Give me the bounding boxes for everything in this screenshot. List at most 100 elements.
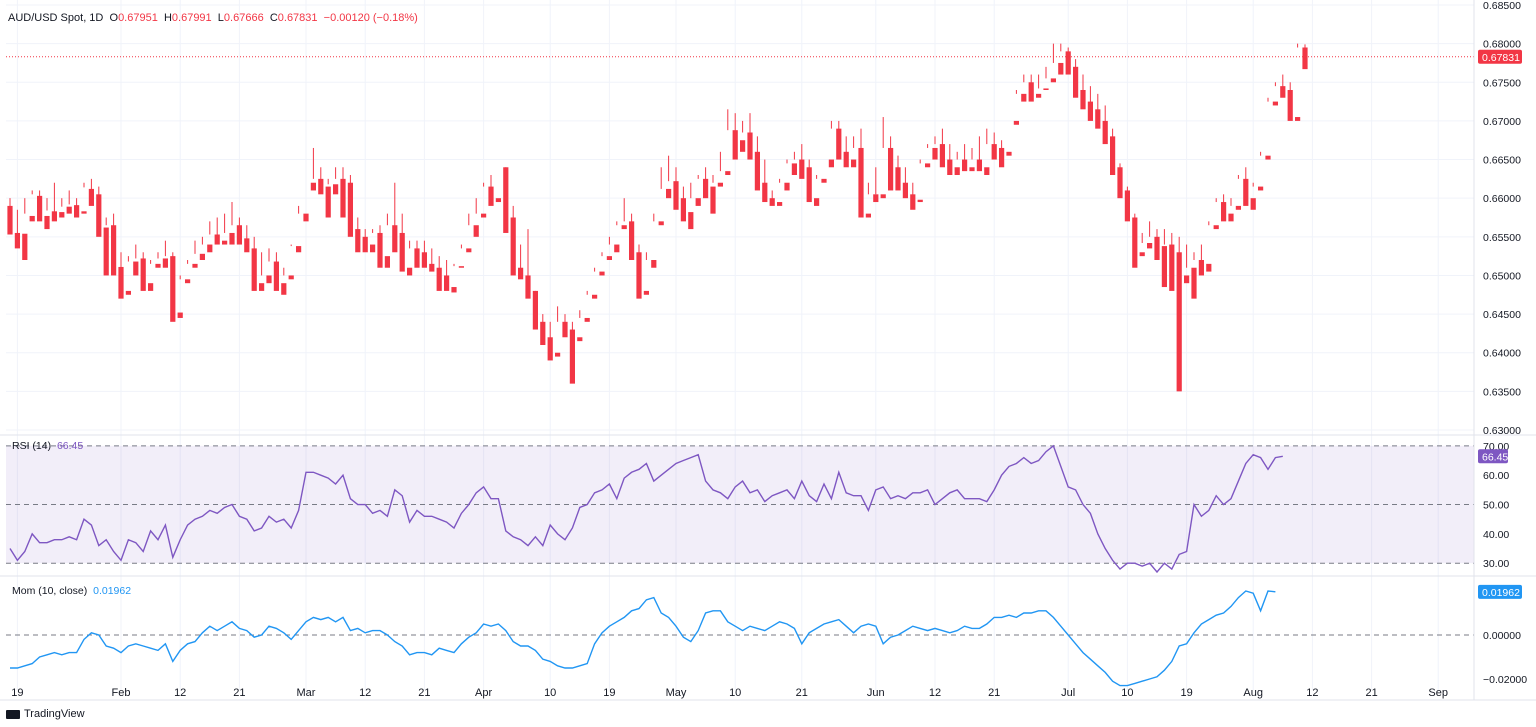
candle-body [865,213,871,218]
price-tick-label: 0.63000 [1483,425,1521,437]
candle-body [1087,101,1093,121]
candle-body [458,266,464,268]
candle-body [1073,66,1079,98]
candle-body [799,159,805,179]
candle-body [1191,267,1197,299]
candle-body [1302,47,1308,70]
candle-body [532,290,538,330]
candle-body [436,267,442,291]
candle-body [407,267,413,276]
candle-body [636,252,642,299]
candle-body [954,167,960,175]
candle-body [199,253,205,260]
candle-body [555,352,561,357]
candle-body [281,283,287,295]
candle-body [251,248,257,291]
price-tick-label: 0.68000 [1483,39,1521,51]
low-label: L [217,12,224,24]
momentum-pane[interactable] [6,590,1474,687]
x-tick-label: May [666,687,687,699]
candle-body [1117,167,1123,199]
x-tick-label: 12 [929,687,941,699]
candle-body [192,263,198,268]
x-tick-label: 12 [1306,687,1318,699]
price-pane[interactable] [6,43,1474,392]
candle-body [1013,120,1019,125]
candle-body [762,182,768,203]
candle-body [170,256,176,322]
candle-body [525,275,531,299]
candle-body [259,283,265,291]
x-tick-label: 12 [174,687,186,699]
candle-body [621,225,627,230]
x-tick-label: Feb [112,687,131,699]
candle-body [836,128,842,160]
candle-body [236,225,242,245]
grid-lines [6,0,1474,690]
candle-body [1147,243,1153,249]
candle-body [821,178,827,183]
candle-body [703,178,709,199]
x-tick-label: 21 [796,687,808,699]
candle-body [1124,190,1130,222]
candle-body [917,199,923,203]
candle-body [148,283,154,291]
candle-body [1058,62,1064,75]
candle-body [1132,217,1138,268]
rsi-tick-label: 50.00 [1483,500,1509,512]
price-tick-label: 0.66000 [1483,193,1521,205]
candle-body [140,258,146,291]
candle-body [658,221,664,226]
x-tick-label: 19 [1180,687,1192,699]
candle-body [370,244,376,253]
candle-body [518,267,524,280]
candle-body [1050,78,1056,83]
candle-body [740,140,746,152]
open-label: O [109,12,119,24]
candle-body [1021,93,1027,102]
candle-body [96,194,102,237]
candle-body [1006,151,1012,156]
candle-body [880,194,886,199]
candle-body [695,198,701,206]
candle-body [569,329,575,384]
candle-body [858,147,864,218]
candle-body [14,232,20,249]
candle-body [133,261,139,276]
rsi-pane[interactable] [6,444,1474,574]
candle-body [1139,252,1145,257]
candle-body [1080,90,1086,110]
candle-body [643,290,649,295]
candle-body [984,167,990,175]
candle-body [207,244,213,253]
candle-body [540,321,546,345]
momentum-title: Mom (10, close) [12,585,88,597]
candle-body [103,227,109,276]
candle-body [473,225,479,237]
candle-body [214,234,220,245]
candle-body [22,233,28,260]
candle-body [1213,225,1219,230]
rsi-value: 66.45 [56,440,84,452]
candle-body [1272,101,1278,106]
candle-body [421,252,427,268]
x-tick-label: 10 [729,687,741,699]
candle-body [318,178,324,195]
momentum-tick-label: −0.02000 [1483,674,1527,686]
x-tick-label: Jul [1061,687,1075,699]
candle-body [392,225,398,253]
candle-body [1161,246,1167,288]
candle-body [399,232,405,272]
candle-body [429,263,435,272]
candle-body [288,275,294,280]
price-tick-label: 0.67500 [1483,77,1521,89]
rsi-value-label: 66.45 [1482,451,1508,463]
candle-body [673,181,679,210]
branding[interactable]: TradingView [6,708,85,720]
candle-body [939,144,945,168]
x-tick-label: Mar [297,687,316,699]
candle-body [1228,213,1234,222]
x-tick-label: Aug [1243,687,1263,699]
change-value: −0.00120 (−0.18%) [323,12,418,24]
